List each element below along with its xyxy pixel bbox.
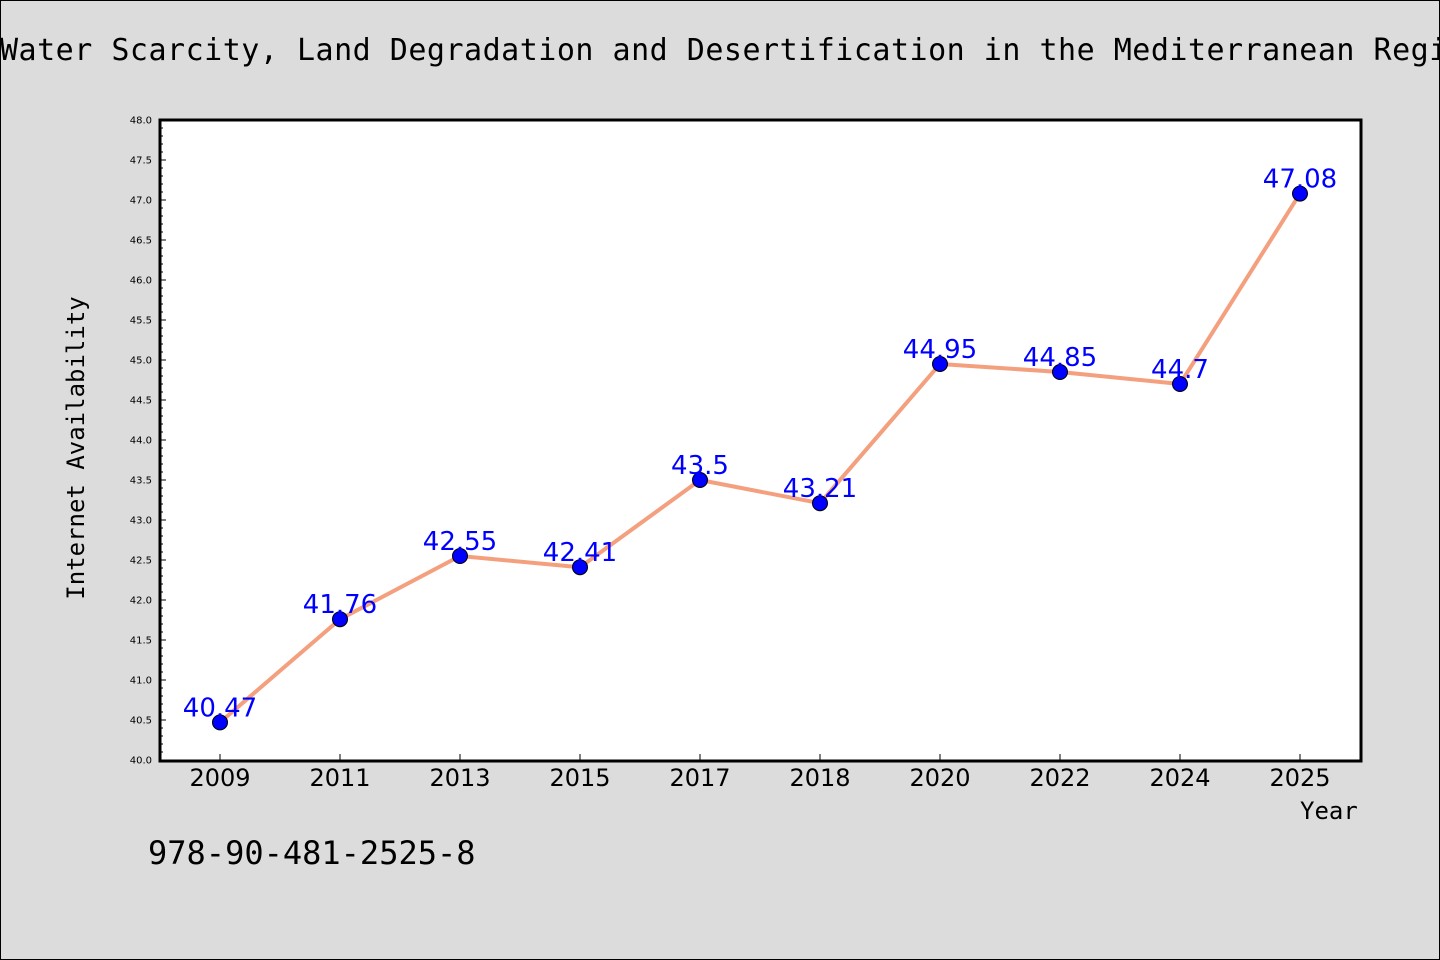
data-point-marker [572, 559, 588, 576]
x-tick-label: 2022 [1029, 764, 1090, 792]
data-point-label: 42.55 [423, 527, 497, 557]
y-tick-label: 45.0 [130, 356, 152, 367]
data-point-label: 42.41 [543, 538, 617, 568]
y-tick-label: 42.5 [130, 556, 152, 567]
y-tick-label: 45.5 [130, 316, 152, 327]
data-point-marker [452, 548, 468, 564]
y-tick-label: 47.5 [130, 156, 152, 167]
y-tick-label: 43.0 [130, 516, 152, 527]
y-tick-label: 48.0 [130, 116, 152, 127]
data-point-marker [812, 495, 828, 512]
data-point-label: 47.08 [1263, 165, 1337, 195]
data-point-marker [1052, 364, 1068, 380]
y-tick-label: 44.5 [130, 396, 152, 407]
y-tick-label: 40.5 [130, 716, 152, 727]
series-line [218, 191, 1302, 725]
x-tick-label: 2020 [909, 764, 970, 792]
x-tick-label: 2018 [789, 764, 850, 792]
y-tick-label: 41.0 [130, 676, 152, 687]
data-point-label: 43.21 [783, 474, 857, 504]
x-tick-label: 2024 [1149, 764, 1210, 792]
y-tick-label: 43.5 [130, 476, 152, 487]
data-labels: 40.47 41.76 42.55 42.41 43.5 43.21 44.95 44.85 4… [183, 165, 1337, 724]
y-tick-label: 44.0 [130, 436, 152, 447]
x-tick-label: 2009 [189, 764, 250, 792]
data-point-label: 44.7 [1151, 355, 1209, 385]
x-tick-label: 2015 [549, 764, 610, 792]
x-tick-label: 2025 [1269, 764, 1330, 792]
x-tick-label: 2011 [309, 764, 370, 792]
data-point-marker [932, 356, 948, 372]
data-point-label: 40.47 [183, 693, 257, 723]
x-axis: 2009 2011 2013 2015 2017 2018 2020 2022 2024 2025 [189, 754, 1331, 792]
y-tick-label: 42.0 [130, 596, 152, 607]
x-tick-label: 2017 [669, 764, 730, 792]
chart-title: Water Scarcity, Land Degradation and Des… [0, 33, 1440, 68]
y-tick-label: 46.5 [130, 236, 152, 247]
y-tick-label: 41.5 [130, 636, 152, 647]
y-tick-label: 47.0 [130, 196, 152, 207]
data-point-marker [212, 714, 228, 731]
data-markers [212, 185, 1308, 731]
data-point-label: 44.95 [903, 335, 977, 365]
y-tick-label: 40.0 [130, 756, 152, 767]
footnote-text: 978-90-481-2525-8 [148, 834, 476, 872]
data-point-marker [332, 611, 348, 628]
x-tick-label: 2013 [429, 764, 490, 792]
data-point-marker [1292, 185, 1308, 202]
y-axis-label: Internet Availability [62, 296, 90, 600]
data-point-marker [1172, 376, 1188, 392]
data-point-label: 43.5 [671, 451, 729, 481]
y-tick-label: 46.0 [130, 276, 152, 287]
data-point-label: 41.76 [303, 590, 377, 620]
y-axis: 40.0 40.5 41.0 41.5 42.0 42.5 43.0 43.5 44.0 44.5… [130, 116, 166, 767]
plot-area [158, 118, 1363, 763]
data-point-marker [692, 472, 708, 488]
data-point-label: 44.85 [1023, 343, 1097, 373]
x-axis-label: Year [1300, 797, 1358, 825]
